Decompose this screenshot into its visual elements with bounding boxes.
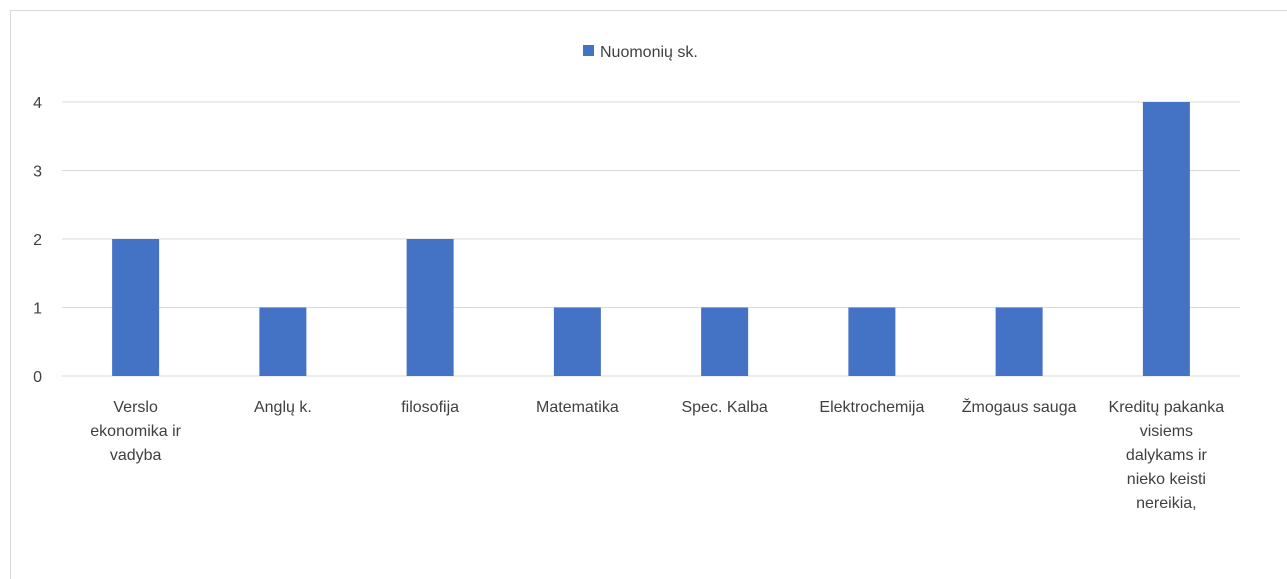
bar [995, 307, 1043, 376]
bar [848, 307, 896, 376]
bar [406, 239, 454, 376]
bar [553, 307, 601, 376]
x-tick-label: Kreditų pakanka visiems dalykams ir nieko k… [1109, 399, 1225, 512]
y-tick-label: 1 [33, 301, 42, 318]
chart-frame [10, 10, 1287, 579]
x-tick-label: Matematika [536, 399, 619, 416]
x-tick-label: Žmogaus sauga [962, 397, 1077, 416]
bar [259, 307, 307, 376]
bar [701, 307, 749, 376]
legend-swatch [583, 45, 594, 56]
y-tick-label: 4 [33, 95, 42, 112]
y-tick-label: 2 [33, 232, 42, 249]
y-tick-label: 0 [33, 369, 42, 386]
legend-label: Nuomonių sk. [600, 44, 698, 61]
x-tick-label: filosofija [401, 399, 459, 416]
x-tick-label: Spec. Kalba [681, 399, 767, 416]
bar [1142, 102, 1190, 376]
legend-item: Nuomonių sk. [583, 44, 698, 61]
x-tick-label: Verslo ekonomika ir vadyba [90, 399, 181, 464]
x-tick-label: Elektrochemija [819, 399, 924, 416]
x-tick-label: Anglų k. [254, 399, 312, 416]
y-tick-label: 3 [33, 164, 42, 181]
bar [112, 239, 160, 376]
